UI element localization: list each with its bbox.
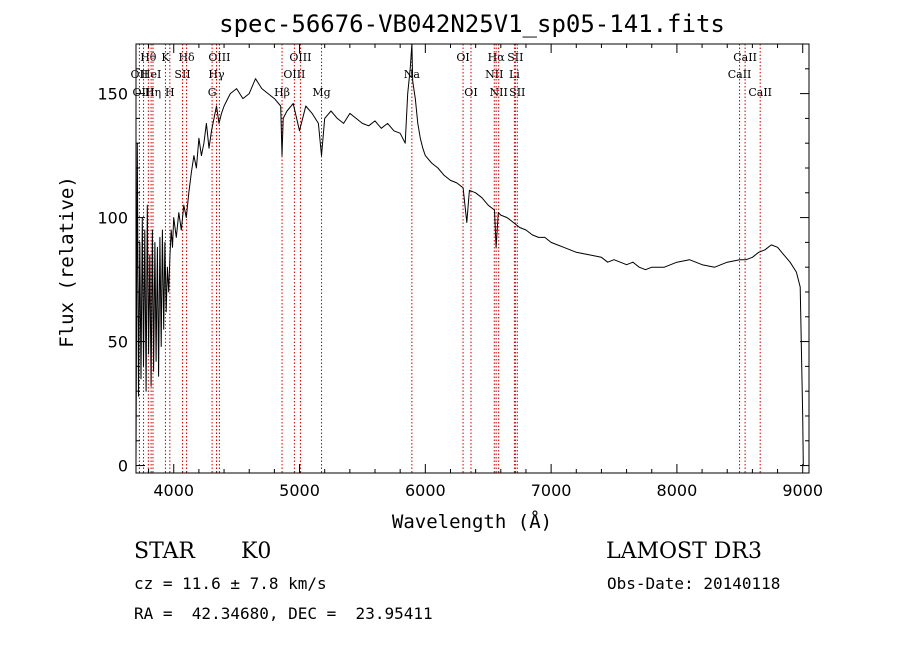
x-tick-label: 5000 (279, 481, 320, 500)
y-tick-label: 50 (108, 333, 128, 352)
line-marker-label: Hθ (140, 51, 157, 64)
line-marker-label: OIII (283, 68, 305, 81)
object-class: STAR (134, 539, 195, 564)
plot-frame (135, 43, 810, 474)
y-tick-label: 100 (97, 209, 128, 228)
line-marker-label: HeI (141, 68, 161, 81)
line-marker-label: Hα (488, 51, 506, 64)
line-marker-label: CaII (748, 86, 772, 99)
survey-name: LAMOST DR3 (606, 539, 762, 564)
x-tick-label: 9000 (782, 481, 823, 500)
line-marker-label: NII (485, 68, 503, 81)
line-marker-label: K (161, 51, 170, 64)
y-tick-label: 0 (118, 457, 128, 476)
line-marker-label: OIII (289, 51, 311, 64)
x-tick-label: 7000 (531, 481, 572, 500)
line-marker-label: SII (509, 86, 525, 99)
object-subclass: K0 (241, 539, 272, 564)
line-marker-label: H (165, 86, 175, 99)
x-tick-label: 8000 (657, 481, 698, 500)
line-marker-label: CaII (733, 51, 757, 64)
y-tick-label: 150 (97, 85, 128, 104)
line-marker-label: SII (507, 51, 523, 64)
line-marker-label: OIII (208, 51, 230, 64)
x-axis-label: Wavelength (Å) (392, 510, 552, 533)
chart-title: spec-56676-VB042N25V1_sp05-141.fits (219, 10, 725, 38)
line-marker-label: Mg (312, 86, 330, 99)
line-marker-label: Li (509, 68, 520, 81)
axis-ticks: 4000 5000 6000 7000 8000 9000 0 50 100 150 (97, 44, 823, 500)
y-axis-label: Flux (relative) (56, 176, 78, 348)
line-marker-label: Hγ (208, 68, 225, 81)
redshift-text: cz = 11.6 ± 7.8 km/s (134, 574, 327, 593)
spectrum-series (135, 43, 804, 466)
x-tick-label: 4000 (153, 481, 194, 500)
obs-date-text: Obs-Date: 20140118 (607, 574, 781, 593)
coordinates-text: RA = 42.34680, DEC = 23.95411 (134, 604, 433, 623)
line-marker-label: Hη (145, 86, 161, 99)
spectrum-line (135, 43, 804, 466)
x-tick-label: 6000 (405, 481, 446, 500)
line-marker-label: NII (490, 86, 508, 99)
line-marker-label: Hβ (274, 86, 290, 99)
line-marker-label: OI (456, 51, 469, 64)
line-marker-label: OII (131, 68, 149, 81)
line-marker-label: G (208, 86, 217, 99)
line-marker-label: Hδ (178, 51, 195, 64)
line-marker-label: SII (174, 68, 190, 81)
line-marker-label: OI (464, 86, 477, 99)
line-marker-label: OIII (133, 86, 155, 99)
line-marker-label: CaII (728, 68, 752, 81)
